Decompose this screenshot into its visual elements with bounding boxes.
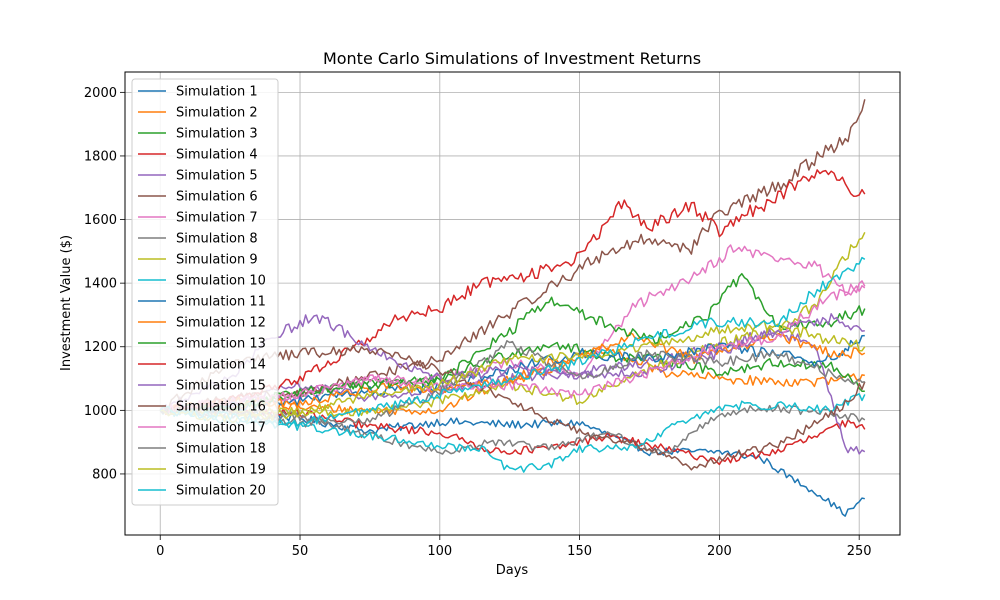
y-axis-title: Investment Value ($)	[59, 235, 74, 371]
legend-label-9: Simulation 9	[176, 253, 258, 268]
legend-label-13: Simulation 13	[176, 337, 266, 352]
x-axis-title: Days	[496, 563, 529, 578]
legend-label-14: Simulation 14	[176, 358, 266, 373]
plot-frame	[124, 71, 901, 536]
ticks: 0 50 100 150 200 250 800 1000 1200 1400 1600 1800 20…	[84, 86, 872, 559]
legend-label-3: Simulation 3	[176, 127, 258, 142]
legend-label-1: Simulation 1	[176, 85, 258, 100]
x-tick-label: 150	[567, 544, 592, 559]
y-tick-label: 1400	[84, 277, 117, 292]
y-tick-label: 1600	[84, 213, 117, 228]
y-tick-label: 1200	[84, 340, 117, 355]
legend-label-8: Simulation 8	[176, 232, 258, 247]
y-tick-label: 800	[92, 467, 117, 482]
legend-label-12: Simulation 12	[176, 316, 266, 331]
legend-box	[131, 78, 279, 506]
legend-label-6: Simulation 6	[176, 190, 258, 205]
y-tick-label: 2000	[84, 86, 117, 101]
legend-label-11: Simulation 11	[176, 295, 266, 310]
legend-label-17: Simulation 17	[176, 421, 266, 436]
chart-title: Monte Carlo Simulations of Investment Re…	[323, 49, 701, 68]
legend-label-5: Simulation 5	[176, 169, 258, 184]
legend-label-18: Simulation 18	[176, 442, 266, 457]
legend: Simulation 1 Simulation 2 Simulation 3 Simu…	[131, 78, 279, 506]
legend-label-2: Simulation 2	[176, 106, 258, 121]
legend-label-7: Simulation 7	[176, 211, 258, 226]
x-tick-label: 100	[427, 544, 452, 559]
x-tick-label: 0	[156, 544, 164, 559]
y-tick-label: 1000	[84, 404, 117, 419]
legend-label-16: Simulation 16	[176, 400, 266, 415]
y-tick-label: 1800	[84, 149, 117, 164]
legend-label-15: Simulation 15	[176, 379, 266, 394]
x-tick-label: 50	[292, 544, 309, 559]
legend-label-19: Simulation 19	[176, 463, 266, 478]
legend-label-4: Simulation 4	[176, 148, 258, 163]
x-tick-label: 250	[847, 544, 872, 559]
x-tick-label: 200	[707, 544, 732, 559]
legend-label-20: Simulation 20	[176, 484, 266, 499]
legend-label-10: Simulation 10	[176, 274, 266, 289]
